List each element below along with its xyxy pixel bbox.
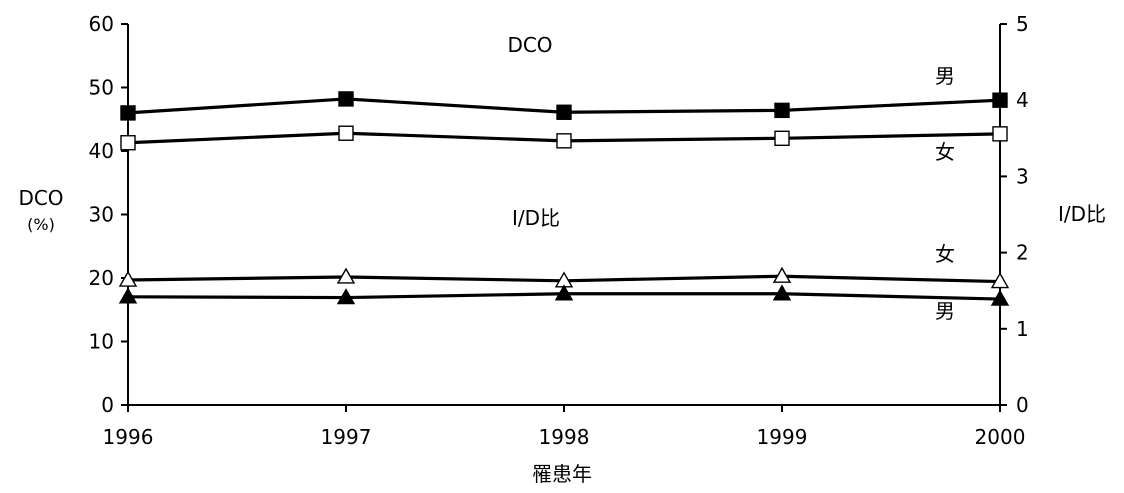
data-point bbox=[336, 288, 356, 305]
data-point bbox=[774, 130, 790, 147]
y-right-tick-label: 2 bbox=[1016, 241, 1029, 265]
annotation-id-male: 男 bbox=[935, 299, 955, 323]
y-right-tick-label: 5 bbox=[1016, 12, 1029, 36]
data-point bbox=[556, 104, 572, 120]
x-tick-label: 1996 bbox=[103, 425, 154, 449]
annotation-dco-female: 女 bbox=[935, 140, 955, 164]
y-left-tick-label: 50 bbox=[89, 76, 114, 100]
data-point bbox=[772, 284, 792, 301]
data-point bbox=[336, 267, 356, 284]
data-point bbox=[338, 91, 354, 107]
y-left-tick-label: 30 bbox=[89, 203, 114, 227]
annotation-id-ratio: I/D比 bbox=[512, 206, 560, 230]
data-point bbox=[990, 289, 1010, 306]
data-point bbox=[774, 102, 790, 119]
y-left-tick-label: 60 bbox=[89, 12, 114, 36]
y-right-tick-label: 0 bbox=[1016, 393, 1029, 417]
data-point bbox=[990, 272, 1010, 289]
y-left-tick-label: 10 bbox=[89, 330, 114, 354]
data-point bbox=[118, 270, 138, 287]
y-axis-left-title-line2: (%) bbox=[27, 215, 55, 234]
series bbox=[118, 91, 1010, 306]
data-point bbox=[118, 287, 138, 304]
annotation-dco-male: 男 bbox=[935, 64, 955, 88]
y-left-tick-label: 0 bbox=[101, 393, 114, 417]
data-point bbox=[338, 125, 354, 141]
series-1-open-square bbox=[120, 125, 1008, 151]
y-axis-left-title-line1: DCO bbox=[18, 186, 63, 210]
x-tick-label: 1999 bbox=[757, 425, 808, 449]
y-right-tick-label: 1 bbox=[1016, 317, 1029, 341]
y-right-tick-label: 3 bbox=[1016, 164, 1029, 188]
data-point bbox=[992, 92, 1008, 108]
y-left-tick-label: 40 bbox=[89, 139, 114, 163]
data-point bbox=[992, 126, 1008, 142]
series-2-open-triangle bbox=[118, 266, 1010, 289]
y-axis-right-title: I/D比 bbox=[1058, 202, 1106, 226]
y-right-tick-label: 4 bbox=[1016, 88, 1029, 112]
series-3-filled-triangle bbox=[118, 284, 1010, 306]
data-point bbox=[120, 135, 136, 151]
annotation-dco: DCO bbox=[507, 33, 552, 57]
axes bbox=[127, 24, 1001, 406]
data-point bbox=[772, 266, 792, 283]
data-point bbox=[120, 105, 136, 121]
x-tick-label: 1998 bbox=[539, 425, 590, 449]
data-point bbox=[556, 133, 572, 149]
series-0-filled-square bbox=[120, 91, 1008, 121]
x-tick-label: 2000 bbox=[975, 425, 1026, 449]
x-tick-label: 1997 bbox=[321, 425, 372, 449]
annotation-id-female: 女 bbox=[935, 242, 955, 266]
data-point bbox=[554, 284, 574, 301]
x-axis-title: 罹患年 bbox=[532, 462, 592, 486]
y-left-tick-label: 20 bbox=[89, 266, 114, 290]
ticks: 0 10 20 30 40 50 60 0 1 2 3 4 5 1996 1997 1998 1999 2000 bbox=[89, 12, 1029, 449]
